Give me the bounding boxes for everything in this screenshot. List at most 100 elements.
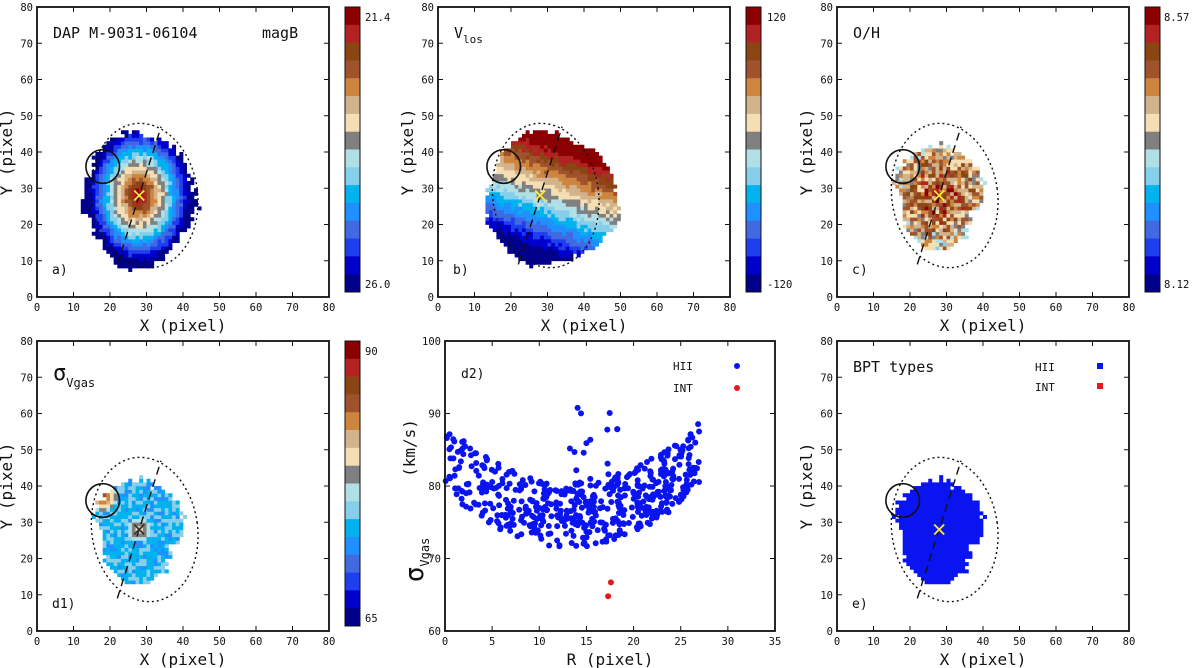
map-pixel (968, 170, 973, 175)
map-pixel (598, 173, 603, 178)
map-pixel (521, 144, 526, 149)
map-pixel (496, 199, 501, 204)
map-pixel (920, 551, 925, 556)
map-pixel (102, 536, 107, 541)
hii-point (446, 473, 453, 480)
map-pixel (547, 260, 552, 265)
map-pixel (942, 148, 947, 153)
map-pixel (536, 249, 541, 254)
map-pixel (924, 529, 929, 534)
hii-point (481, 500, 488, 507)
map-pixel (529, 162, 534, 167)
map-pixel (602, 162, 607, 167)
map-pixel (584, 210, 588, 214)
map-pixel (968, 184, 973, 189)
map-pixel (910, 162, 914, 167)
map-pixel (950, 547, 955, 552)
map-pixel (146, 551, 151, 556)
map-pixel (950, 195, 955, 200)
hii-point (614, 498, 621, 505)
map-pixel (957, 511, 962, 516)
map-pixel (146, 213, 151, 218)
map-pixel (924, 188, 929, 193)
map-pixel (146, 246, 151, 251)
map-pixel (928, 529, 933, 534)
map-pixel (139, 496, 144, 501)
map-pixel (913, 486, 918, 490)
map-pixel (558, 224, 563, 229)
map-pixel (142, 489, 147, 494)
map-pixel (532, 152, 537, 156)
map-pixel (532, 228, 537, 233)
legend-hii-label: HII (1035, 361, 1055, 374)
aperture-circle (486, 148, 522, 185)
map-pixel (142, 210, 147, 214)
map-pixel (190, 191, 195, 196)
map-pixel (928, 152, 933, 156)
map-pixel (172, 231, 177, 236)
map-pixel (113, 188, 118, 193)
map-pixel (957, 525, 962, 530)
hii-point (447, 455, 454, 462)
map-pixel (131, 558, 136, 563)
map-pixel (913, 235, 918, 240)
map-pixel (554, 242, 559, 247)
map-pixel (164, 493, 169, 498)
colorbar-max-label: 21.4 (365, 12, 390, 24)
map-pixel (142, 137, 147, 142)
map-pixel (139, 235, 144, 240)
map-pixel (518, 191, 523, 196)
map-pixel (161, 170, 166, 175)
map-pixel (968, 533, 973, 538)
hii-point (676, 475, 682, 482)
map-pixel (598, 220, 603, 225)
map-pixel (902, 195, 907, 200)
map-pixel (131, 562, 136, 567)
map-pixel (175, 239, 180, 243)
map-pixel (95, 155, 100, 160)
map-pixel (518, 173, 523, 178)
map-pixel (536, 170, 541, 175)
map-pixel (917, 231, 922, 236)
map-pixel (113, 569, 118, 574)
map-pixel (920, 522, 925, 527)
map-pixel (153, 141, 158, 146)
map-pixel (928, 565, 933, 570)
map-pixel (172, 239, 177, 243)
map-pixel (917, 573, 922, 577)
map-pixel (591, 235, 596, 240)
map-pixel (913, 518, 918, 523)
map-pixel (161, 565, 166, 570)
map-pixel (972, 206, 977, 211)
map-pixel (150, 235, 155, 240)
map-pixel (598, 202, 603, 207)
map-pixel (939, 496, 944, 501)
map-pixel (968, 188, 973, 193)
hii-point (456, 464, 463, 471)
y-tick-label: 20 (820, 220, 833, 232)
map-pixel (917, 551, 922, 556)
map-pixel (942, 504, 947, 509)
map-pixel (584, 184, 588, 189)
map-pixel (928, 504, 933, 509)
map-pixel (536, 130, 541, 135)
map-pixel (183, 228, 187, 233)
map-pixel (179, 155, 184, 160)
map-pixel (164, 162, 169, 167)
x-tick-label: 50 (1013, 302, 1026, 314)
map-pixel (153, 246, 158, 251)
map-pixel (172, 536, 177, 541)
map-pixel (931, 242, 936, 247)
map-pixel (939, 217, 944, 222)
map-pixel (979, 522, 984, 527)
map-pixel (113, 210, 118, 214)
map-pixel (920, 525, 925, 530)
map-pixel (525, 159, 530, 164)
map-pixel (161, 177, 166, 182)
map-pixel (576, 217, 581, 222)
map-pixel (496, 188, 501, 193)
map-pixel (569, 195, 574, 200)
map-pixel (565, 239, 570, 243)
map-pixel (514, 210, 519, 214)
map-pixel (500, 224, 505, 229)
